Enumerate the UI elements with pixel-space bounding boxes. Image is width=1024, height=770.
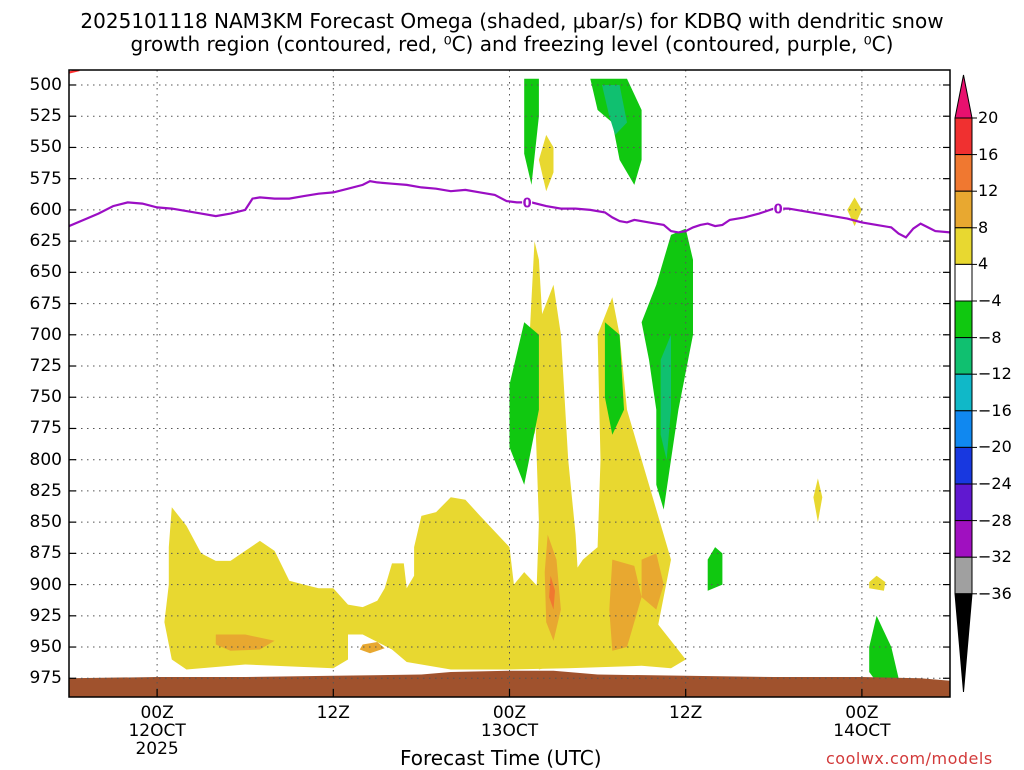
x-tick-label: 12Z bbox=[316, 703, 350, 723]
y-tick-label: 600 bbox=[29, 199, 62, 220]
colorbar-label: 16 bbox=[978, 144, 999, 164]
colorbar-bin-3 bbox=[954, 190, 973, 229]
colorbar-top-arrow bbox=[954, 74, 973, 119]
omega-region-13 bbox=[869, 575, 886, 591]
freezing-label-bg-1 bbox=[773, 200, 784, 215]
colorbar-bin-2 bbox=[954, 154, 973, 192]
colorbar-label: −4 bbox=[978, 291, 1002, 310]
y-tick-label: 975 bbox=[29, 668, 62, 689]
omega-region-21 bbox=[604, 322, 624, 435]
colorbar-label: −20 bbox=[978, 437, 1012, 457]
y-tick-label: 825 bbox=[29, 480, 62, 501]
colorbar-bin-1 bbox=[954, 117, 973, 156]
colorbar-label: −8 bbox=[978, 327, 1002, 347]
x-tick-label: 00Z bbox=[492, 703, 527, 723]
y-tick-label: 550 bbox=[29, 137, 62, 158]
colorbar-bin-12 bbox=[954, 520, 973, 558]
omega-region-3 bbox=[538, 134, 554, 192]
y-tick-label: 700 bbox=[29, 324, 62, 345]
y-tick-label: 850 bbox=[29, 512, 62, 533]
freezing-level-label-0: 0 bbox=[523, 196, 532, 211]
colorbar-bin-8 bbox=[954, 373, 973, 412]
omega-region-2 bbox=[359, 642, 385, 654]
colorbar-label: −28 bbox=[978, 510, 1012, 530]
y-tick-label: 925 bbox=[29, 605, 62, 626]
omega-region-12 bbox=[847, 197, 862, 227]
omega-region-15 bbox=[524, 78, 539, 185]
omega-region-18 bbox=[602, 85, 627, 135]
colorbar-label: 8 bbox=[978, 217, 989, 237]
omega-region-8 bbox=[609, 559, 642, 651]
x-tick-label: 12Z bbox=[669, 703, 703, 723]
chart-title-line-2: growth region (contoured, red, ⁰C) and f… bbox=[130, 32, 894, 56]
y-tick-label: 675 bbox=[29, 293, 62, 314]
terrain-ground bbox=[69, 670, 950, 697]
colorbar-bin-5 bbox=[954, 263, 973, 302]
omega-region-9 bbox=[641, 553, 664, 610]
omega-region-16 bbox=[509, 322, 539, 485]
x-tick-label: 00Z bbox=[140, 703, 174, 723]
x-tick-label: 12OCT bbox=[128, 721, 186, 741]
y-tick-label: 725 bbox=[29, 356, 62, 376]
colorbar-bottom-arrow bbox=[954, 593, 973, 693]
omega-region-23 bbox=[869, 615, 899, 682]
freezing-level-label-1: 0 bbox=[774, 203, 783, 218]
x-axis-title: Forecast Time (UTC) bbox=[400, 746, 602, 770]
y-tick-label: 500 bbox=[29, 74, 62, 95]
colorbar-label: −24 bbox=[978, 474, 1012, 493]
omega-region-6 bbox=[549, 575, 555, 610]
x-tick-label: 00Z bbox=[845, 703, 879, 723]
omega-region-11 bbox=[813, 478, 823, 523]
source-credit: coolwx.com/models bbox=[826, 749, 993, 768]
colorbar-label: −12 bbox=[978, 364, 1012, 384]
colorbar-bin-13 bbox=[954, 556, 973, 595]
x-tick-label: 14OCT bbox=[833, 721, 891, 741]
y-tick-label: 950 bbox=[29, 637, 62, 658]
colorbar-bin-6 bbox=[954, 300, 973, 339]
colorbar-label: 12 bbox=[978, 181, 999, 201]
y-tick-label: 900 bbox=[29, 574, 62, 595]
colorbar-label: −36 bbox=[978, 583, 1012, 603]
y-tick-label: 775 bbox=[29, 418, 62, 439]
omega-region-22 bbox=[707, 547, 723, 591]
colorbar-label: −32 bbox=[978, 547, 1012, 567]
colorbar-bin-4 bbox=[954, 227, 973, 265]
y-tick-label: 800 bbox=[29, 449, 62, 470]
chart-title-line-1: 2025101118 NAM3KM Forecast Omega (shaded… bbox=[80, 9, 944, 33]
y-tick-label: 650 bbox=[29, 262, 62, 283]
colorbar-bin-10 bbox=[954, 446, 973, 485]
freezing-label-bg-0 bbox=[522, 194, 533, 209]
x-tick-label: 13OCT bbox=[480, 721, 539, 741]
colorbar-bin-7 bbox=[954, 337, 973, 375]
colorbar-label: −16 bbox=[978, 400, 1012, 420]
y-tick-label: 750 bbox=[29, 387, 62, 408]
colorbar-bin-11 bbox=[954, 483, 973, 522]
colorbar-bin-9 bbox=[954, 410, 973, 448]
x-tick-label: 2025 bbox=[135, 739, 179, 759]
freezing-level-line bbox=[69, 180, 950, 239]
y-tick-label: 525 bbox=[29, 106, 62, 127]
omega-region-1 bbox=[215, 634, 275, 651]
colorbar-label: 4 bbox=[978, 254, 989, 274]
y-tick-label: 575 bbox=[29, 168, 62, 189]
y-tick-label: 625 bbox=[29, 231, 62, 252]
colorbar-label: 20 bbox=[978, 108, 999, 127]
y-tick-label: 875 bbox=[29, 543, 62, 564]
